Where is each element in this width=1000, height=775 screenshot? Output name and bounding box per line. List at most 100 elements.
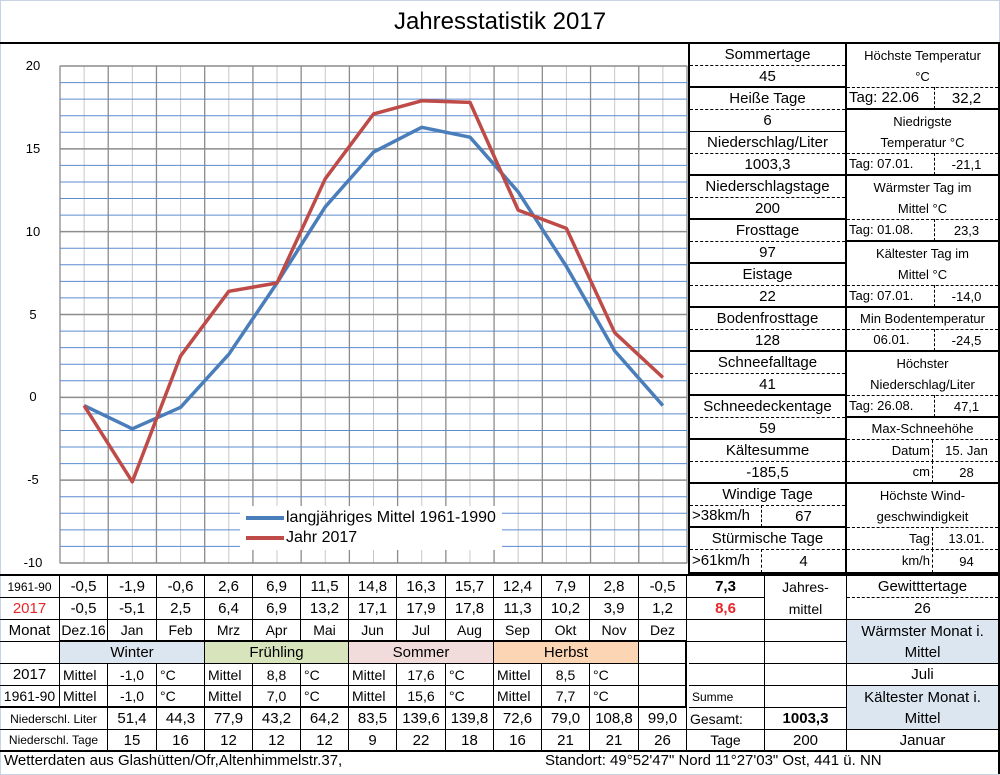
empty-cell [639,664,687,686]
unit-label: °C [590,686,639,708]
month-label: Okt [542,620,590,642]
kaeltester-tag-day: Tag: 07.01. [849,285,935,307]
y-tick: -5 [27,472,39,487]
schneedeckentage-label: Schneedeckentage [690,396,845,418]
mittel-label: Mittel [494,686,542,708]
stuermische-tage-row: >61km/h 4 [690,549,845,574]
niederschl-liter-label: Niederschl. Liter [0,708,108,730]
value-1961: 14,8 [349,576,397,598]
empty-cell [765,686,847,708]
value-2017: 3,9 [590,598,639,620]
value-1961: 12,4 [494,576,542,598]
series-line-mittel [83,125,665,431]
max-schnee-cm-label: cm [847,461,933,483]
kaeltester-tag-label1: Kältester Tag im [876,245,969,261]
hoechster-ns-row: Tag: 26.08. 47,1 [847,395,998,418]
wind-kmh-label: km/h [847,549,933,573]
schneefalltage-label: Schneefalltage [690,352,845,374]
gesamt-value: 1003,3 [765,708,847,730]
value-1961: -1,9 [108,576,157,598]
niederschl-tage-value: 16 [494,730,542,752]
niederschl-tage-value: 21 [542,730,590,752]
month-label: Aug [446,620,494,642]
heisse-tage-label: Heiße Tage [690,88,845,110]
value-1961: 7,9 [542,576,590,598]
chart-legend: langjähriges Mittel 1961-1990 Jahr 2017 [240,506,502,550]
season-mean-value: 15,6 [397,686,446,708]
max-schnee-cm: 28 [959,464,974,480]
niederschl-liter-value: 83,5 [349,708,397,730]
bodenfrosttage-label: Bodenfrosttage [690,308,845,330]
niederschl-tage-value: 22 [397,730,446,752]
bodenfrosttage-value: 128 [690,330,845,352]
unit-label: °C [446,686,494,708]
mittel-label: Mittel [349,686,397,708]
unit-label: °C [590,664,639,686]
row-label-2017: 2017 [0,598,60,620]
value-1961: 2,6 [205,576,253,598]
value-1961: -0,5 [60,576,108,598]
season-row-label-2017: 2017 [0,664,60,686]
value-2017: 1,2 [639,598,687,620]
unit-label: °C [157,686,205,708]
windige-tage-value: 67 [795,507,812,525]
tage-value: 200 [765,730,847,752]
y-tick: 0 [29,389,37,404]
empty-cell [689,642,765,664]
windige-tage-label: Windige Tage [690,484,845,506]
max-schnee-cm-row: cm 28 [847,461,998,484]
panel-right-border [998,44,1000,774]
hoechste-temp-day: Tag: 22.06 [849,87,935,109]
unit-label: °C [446,664,494,686]
niedrigste-temp-day: Tag: 07.01. [849,153,935,175]
hoechste-temp-label2: °C [847,66,998,88]
niederschl-liter-value: 77,9 [205,708,253,730]
legend-item-mittel: langjähriges Mittel 1961-1990 [246,508,496,528]
max-schnee-datum-row: Datum 15. Jan [847,439,998,462]
value-2017: 13,2 [301,598,349,620]
page-title: Jahresstatistik 2017 [0,0,1000,44]
y-tick: 5 [29,307,37,322]
hoechster-ns-label2: Niederschlag/Liter [847,374,998,396]
niederschlag-label: Niederschlag/Liter [690,132,845,154]
waermster-tag-day: Tag: 01.08. [849,219,935,241]
min-boden-label: Min Bodentemperatur [847,308,998,330]
niederschl-tage-value: 16 [157,730,205,752]
unit-label: °C [301,686,349,708]
chart-plot-area [59,65,688,564]
season-mean-value: 17,6 [397,664,446,686]
wind-label2: geschwindigkeit [847,506,998,528]
hoechster-ns-label1: Höchster [896,355,949,371]
month-label: Apr [253,620,301,642]
value-1961: -0,6 [157,576,205,598]
sommertage-label: Sommertage [690,44,845,66]
empty-cell [687,620,765,642]
stuermische-tage-value: 4 [799,552,808,570]
month-label: Dez [639,620,687,642]
niederschlagstage-label: Niederschlagstage [690,176,845,198]
niedrigste-temp-label1: Niedrigste [893,113,952,129]
windige-tage-threshold: >38km/h [692,505,762,527]
y-tick: 20 [25,58,41,73]
value-2017: 6,9 [253,598,301,620]
kaeltesumme-label: Kältesumme [690,440,845,462]
niedrigste-temp-label2: Temperatur °C [847,132,998,154]
max-schnee-datum-label: Datum [847,439,933,462]
mittel-label: Mittel [205,664,253,686]
month-label: Dez.16 [60,620,108,642]
value-2017: 17,1 [349,598,397,620]
heisse-tage-value: 6 [690,110,845,132]
value-1961: 2,8 [590,576,639,598]
empty-cell [639,686,687,708]
wind-kmh-row: km/h 94 [847,549,998,574]
waermster-monat-value: Juli [847,664,998,686]
season-header-winter: Winter [60,642,205,664]
legend-item-2017: Jahr 2017 [246,528,496,548]
unit-label: °C [157,664,205,686]
waermster-tag-value: 23,3 [953,222,980,238]
jahresmittel-label2: mittel [765,598,847,620]
y-tick: 15 [25,141,41,156]
row-label-monat: Monat [0,620,60,642]
value-1961: 15,7 [446,576,494,598]
min-boden-day: 06.01. [849,329,935,351]
